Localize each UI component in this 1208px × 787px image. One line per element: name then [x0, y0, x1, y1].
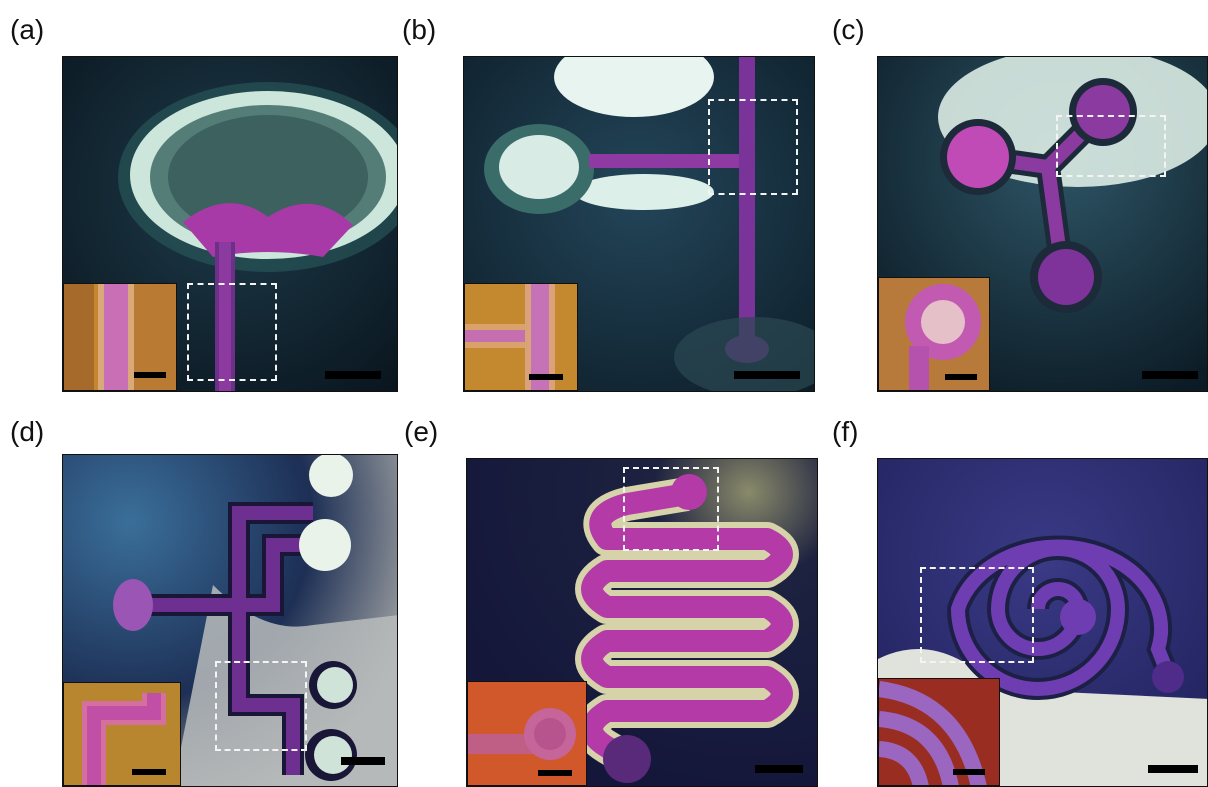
panel-b-inset-scale-bar	[529, 374, 563, 380]
panel-f-inset-scale-bar	[953, 769, 985, 775]
panel-b-label: (b)	[402, 14, 437, 45]
panel-c-inset-scale-bar	[945, 374, 977, 380]
panel-a-micrograph	[63, 57, 397, 391]
panel-c-scale-bar	[1142, 371, 1198, 379]
panel-f-inset	[878, 678, 1000, 786]
panel-b-scale-bar	[734, 371, 800, 379]
panel-e-region-box	[623, 467, 719, 551]
panel-b-inset	[464, 283, 578, 391]
panel-d-inset-scale-bar	[132, 769, 166, 775]
panel-d-region-box	[215, 661, 307, 751]
panel-f-scale-bar	[1148, 765, 1198, 773]
panel-e-inset	[467, 681, 587, 786]
panel-a-image	[62, 56, 398, 392]
panel-d-label: (d)	[10, 416, 45, 447]
panel-c-label: (c)	[832, 14, 865, 45]
panel-e-inset-scale-bar	[538, 770, 572, 776]
panel-e-label: (e)	[404, 416, 439, 447]
panel-e-image	[466, 458, 818, 787]
panel-d-micrograph	[63, 455, 397, 786]
panel-d-image	[62, 454, 398, 787]
panel-d-scale-bar	[341, 757, 385, 765]
panel-b-region-box	[708, 99, 798, 195]
panel-b-image	[463, 56, 815, 392]
panel-a-region-box	[187, 283, 277, 381]
panel-e-scale-bar	[755, 765, 803, 773]
panel-c-region-box	[1056, 115, 1166, 177]
panel-f-label: (f)	[832, 416, 859, 447]
panel-c-inset	[878, 277, 990, 391]
panel-a-inset-scale-bar	[134, 372, 166, 378]
panel-a-label: (a)	[10, 14, 45, 45]
panel-c-image	[877, 56, 1208, 392]
panel-f-region-box	[920, 567, 1034, 663]
panel-f-image	[877, 458, 1208, 787]
panel-d-inset	[63, 682, 181, 786]
panel-a-inset	[63, 283, 177, 391]
panel-a-scale-bar	[325, 371, 381, 379]
